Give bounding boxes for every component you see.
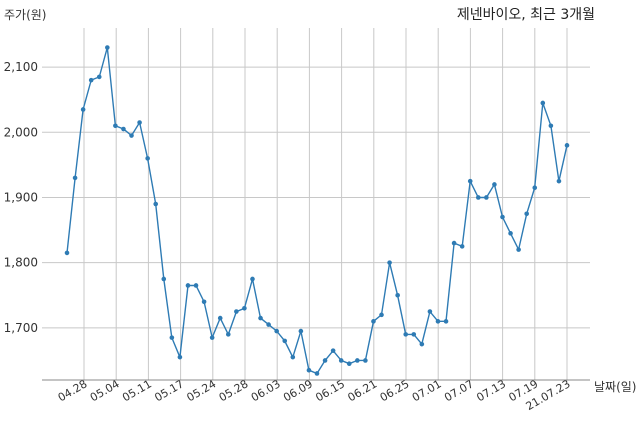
data-point <box>153 201 159 207</box>
data-point <box>484 195 489 200</box>
data-point <box>137 120 142 125</box>
data-point <box>427 309 433 314</box>
data-point <box>129 133 134 138</box>
data-point <box>88 77 94 83</box>
data-point <box>80 107 86 112</box>
x-tick-label: 07.01 <box>410 377 444 404</box>
data-point <box>516 247 521 252</box>
data-point <box>72 175 78 181</box>
data-point <box>298 328 304 334</box>
data-point <box>540 100 546 106</box>
data-point <box>443 319 449 324</box>
y-tick-label: 2,000 <box>4 125 38 139</box>
x-tick-label: 06.15 <box>313 377 347 404</box>
data-point <box>121 126 126 132</box>
data-point <box>322 358 328 363</box>
data-point <box>266 322 271 327</box>
data-point <box>419 341 425 347</box>
data-point <box>395 292 400 298</box>
data-point <box>532 185 538 191</box>
data-point <box>524 211 529 217</box>
data-point <box>500 214 505 220</box>
y-tick-label: 2,100 <box>4 60 38 74</box>
data-point <box>64 250 70 256</box>
data-point <box>338 358 344 363</box>
x-tick-label: 06.21 <box>346 377 380 404</box>
data-point <box>250 276 255 282</box>
x-tick-label: 05.11 <box>120 377 154 404</box>
data-point <box>330 348 336 353</box>
data-point <box>355 358 360 363</box>
data-point <box>314 371 320 376</box>
data-point <box>209 335 215 340</box>
data-point <box>475 195 481 200</box>
x-tick-label: 05.04 <box>88 377 122 404</box>
data-point <box>403 332 409 337</box>
data-point <box>282 338 288 344</box>
y-tick-label: 1,700 <box>4 321 38 335</box>
data-point <box>411 332 417 337</box>
data-point <box>379 312 384 318</box>
data-point <box>459 244 465 249</box>
x-tick-label: 06.09 <box>281 377 315 404</box>
x-tick-label: 06.03 <box>249 377 283 404</box>
data-point <box>96 74 102 80</box>
data-point <box>105 45 110 50</box>
x-axis-label: 날짜(일) <box>594 380 637 394</box>
x-tick-label: 05.24 <box>185 377 219 404</box>
price-line <box>66 47 568 375</box>
data-point <box>387 260 392 265</box>
data-point <box>193 283 199 288</box>
data-point <box>201 299 207 305</box>
data-point <box>564 143 570 148</box>
data-point <box>169 335 175 340</box>
data-point <box>548 123 554 129</box>
data-point <box>467 178 473 184</box>
data-point <box>161 276 167 282</box>
data-point <box>242 305 247 311</box>
data-point <box>274 328 279 334</box>
data-point <box>435 319 441 324</box>
data-point <box>556 178 562 184</box>
x-tick-label: 07.13 <box>474 377 508 404</box>
data-point <box>234 309 239 314</box>
x-tick-label: 06.25 <box>378 377 412 404</box>
data-point <box>508 231 513 236</box>
x-tick-label: 05.17 <box>152 377 186 404</box>
x-tick-label: 04.28 <box>56 377 90 404</box>
data-point <box>225 332 231 337</box>
data-point <box>371 319 376 324</box>
data-point <box>492 182 497 187</box>
data-point <box>217 315 223 321</box>
x-tick-label: 05.28 <box>217 377 251 404</box>
data-point <box>185 283 191 288</box>
y-tick-label: 1,800 <box>4 256 38 270</box>
data-point <box>290 354 296 360</box>
chart-title: 제넨바이오, 최근 3개월 <box>456 7 595 23</box>
data-point <box>113 123 118 129</box>
data-point <box>363 358 368 363</box>
data-point <box>346 361 352 367</box>
data-point <box>451 240 457 246</box>
data-point <box>306 367 312 373</box>
data-point <box>258 315 263 321</box>
y-tick-label: 1,900 <box>4 190 38 204</box>
data-point <box>177 354 183 360</box>
x-tick-label: 07.07 <box>442 377 476 404</box>
data-point <box>145 156 150 161</box>
y-axis-label: 주가(원) <box>4 8 47 22</box>
